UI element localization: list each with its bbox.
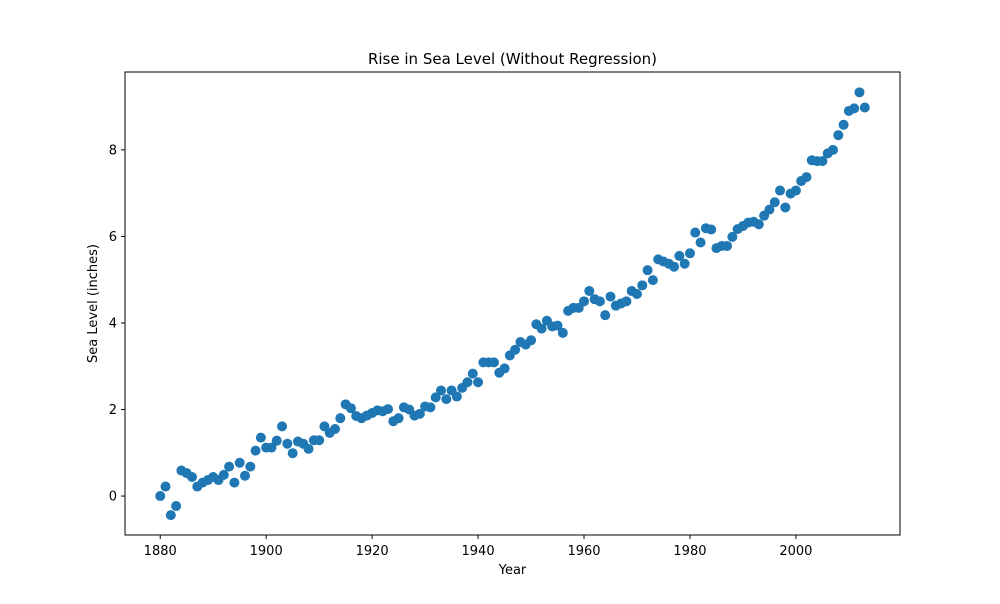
plot-area-frame <box>124 71 901 536</box>
data-point <box>250 445 261 456</box>
data-point <box>393 413 404 424</box>
data-point <box>859 102 870 113</box>
data-point <box>584 285 595 296</box>
data-point <box>849 103 860 114</box>
data-point <box>722 240 733 251</box>
data-point <box>621 296 632 307</box>
data-point <box>165 510 176 521</box>
data-point <box>245 461 256 472</box>
y-axis-label: Sea Level (inches) <box>86 244 101 363</box>
data-point <box>690 227 701 238</box>
data-point <box>488 357 499 368</box>
data-point <box>764 204 775 215</box>
data-point <box>684 248 695 259</box>
y-tick-label: 0 <box>109 490 117 505</box>
data-point <box>266 442 277 453</box>
data-point <box>335 413 346 424</box>
chart-title: Rise in Sea Level (Without Regression) <box>368 50 657 68</box>
data-point <box>345 403 356 414</box>
data-point <box>171 501 182 512</box>
data-point <box>801 172 812 183</box>
data-point <box>287 448 298 459</box>
data-point <box>234 457 245 468</box>
data-point <box>255 432 266 443</box>
data-point <box>833 130 844 141</box>
x-tick-label: 1980 <box>673 544 706 559</box>
data-point <box>637 280 648 291</box>
data-point <box>414 408 425 419</box>
data-point <box>674 250 685 261</box>
data-point <box>647 275 658 286</box>
x-tick-label: 1900 <box>250 544 283 559</box>
data-point <box>769 197 780 208</box>
y-tick-label: 2 <box>109 403 117 418</box>
data-point <box>780 202 791 213</box>
data-point <box>552 320 563 331</box>
data-point <box>435 385 446 396</box>
data-point <box>330 423 341 434</box>
data-point <box>642 265 653 276</box>
data-point <box>239 470 250 481</box>
data-point <box>271 435 282 446</box>
data-point <box>282 438 293 449</box>
data-point <box>753 219 764 230</box>
data-point <box>314 435 325 446</box>
data-point <box>430 392 441 403</box>
data-point <box>441 394 452 405</box>
data-point <box>727 231 738 242</box>
data-point <box>160 481 171 492</box>
data-point <box>706 224 717 235</box>
data-point <box>224 461 235 472</box>
x-tick-label: 1920 <box>356 544 389 559</box>
data-point <box>451 391 462 402</box>
data-point <box>187 472 198 483</box>
data-point <box>218 469 229 480</box>
data-point <box>499 363 510 374</box>
data-point <box>695 237 706 248</box>
x-tick-label: 1960 <box>567 544 600 559</box>
data-point <box>854 87 865 98</box>
data-point <box>425 402 436 413</box>
x-tick-label: 1880 <box>144 544 177 559</box>
data-points <box>155 87 870 521</box>
data-point <box>303 443 314 454</box>
data-point <box>155 491 166 502</box>
data-point <box>838 119 849 130</box>
data-point <box>669 261 680 272</box>
data-point <box>462 377 473 388</box>
x-tick-label: 2000 <box>779 544 812 559</box>
data-point <box>277 421 288 432</box>
data-point <box>605 291 616 302</box>
data-point <box>510 344 521 355</box>
data-point <box>557 327 568 338</box>
data-point <box>679 258 690 269</box>
y-tick-label: 6 <box>109 230 117 245</box>
data-point <box>383 404 394 415</box>
data-point <box>775 185 786 196</box>
x-axis-ticks: 1880 1900 1920 1940 1960 1980 2000 <box>144 535 812 559</box>
y-axis-ticks: 0 2 4 6 8 <box>109 143 125 505</box>
x-axis-label: Year <box>498 563 527 578</box>
y-tick-label: 4 <box>109 316 117 331</box>
data-point <box>790 185 801 196</box>
data-point <box>473 377 484 388</box>
y-tick-label: 8 <box>109 143 117 158</box>
data-point <box>817 156 828 167</box>
data-point <box>579 296 590 307</box>
data-point <box>631 288 642 299</box>
data-point <box>600 310 611 321</box>
data-point <box>536 323 547 334</box>
x-tick-label: 1940 <box>462 544 495 559</box>
data-point <box>827 144 838 155</box>
data-point <box>467 368 478 379</box>
data-point <box>526 335 537 346</box>
data-point <box>229 477 240 488</box>
data-point <box>594 296 605 307</box>
